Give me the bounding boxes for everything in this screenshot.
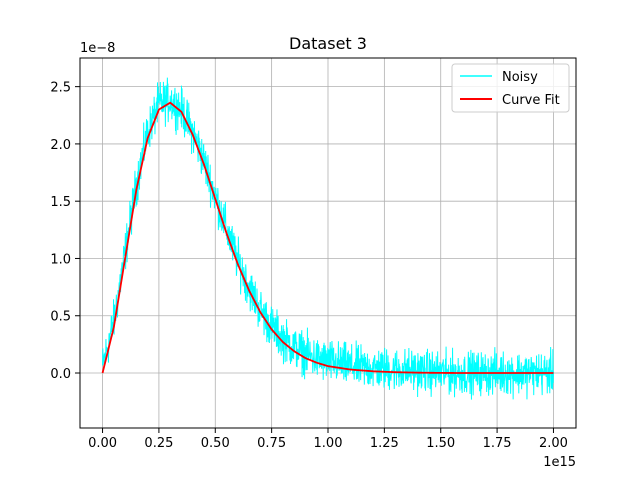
y-tick-label: 2.5 xyxy=(50,81,71,96)
legend-label-curve-fit: Curve Fit xyxy=(502,93,560,108)
x-tick-label: 0.50 xyxy=(201,436,230,451)
x-tick-label: 1.00 xyxy=(314,436,343,451)
x-tick-label: 0.75 xyxy=(257,436,286,451)
x-tick-label: 2.00 xyxy=(539,436,568,451)
series-line-noisy xyxy=(102,77,554,400)
legend: Noisy Curve Fit xyxy=(451,63,570,113)
y-tick-label: 0.5 xyxy=(50,310,71,325)
y-tick-label: 0.0 xyxy=(50,367,71,382)
tick-layer: 0.00 0.25 0.50 0.75 1.00 1.25 1.50 1.75 2.00 0.0 0… xyxy=(50,81,568,451)
x-tick-label: 1.75 xyxy=(483,436,512,451)
x-tick-label: 0.00 xyxy=(88,436,117,451)
y-tick-label: 1.5 xyxy=(50,195,71,210)
chart-title: Dataset 3 xyxy=(289,34,367,53)
x-tick-label: 1.25 xyxy=(370,436,399,451)
y-tick-label: 1.0 xyxy=(50,252,71,267)
series-line-curve-fit xyxy=(101,101,554,374)
y-tick-label: 2.0 xyxy=(50,138,71,153)
x-tick-label: 1.50 xyxy=(426,436,455,451)
series-layer xyxy=(101,77,554,400)
y-offset-label: 1e−8 xyxy=(80,41,115,56)
legend-label-noisy: Noisy xyxy=(502,70,538,85)
x-tick-label: 0.25 xyxy=(144,436,173,451)
x-offset-label: 1e15 xyxy=(543,455,576,470)
